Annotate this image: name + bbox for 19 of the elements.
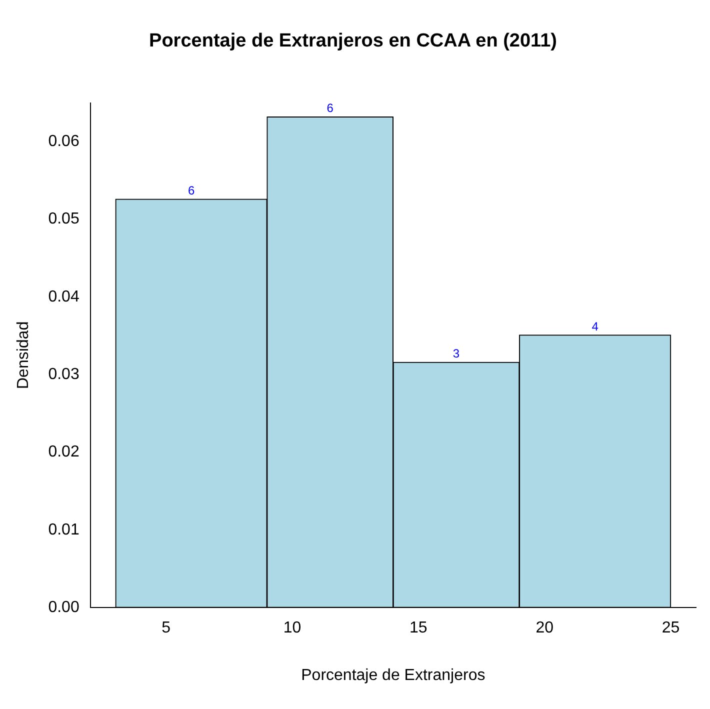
x-tick-label: 10 [283, 620, 302, 637]
y-tick-label: 0.04 [48, 288, 80, 306]
y-tick-label: 0.00 [48, 599, 80, 616]
annotation: 4 [592, 319, 599, 334]
y-tick-label: 0.02 [48, 444, 80, 461]
x-tick-label: 5 [162, 620, 171, 637]
annotation: 3 [452, 346, 460, 360]
annotation: 6 [188, 183, 195, 198]
y-tick-label: 0.05 [48, 210, 80, 228]
y-tick-label: 0.03 [48, 366, 80, 384]
y-tick-label: 0.06 [48, 133, 80, 150]
y-tick-label: 0.01 [48, 521, 80, 538]
x-tick-label: 25 [662, 620, 680, 637]
x-tick-label: 15 [410, 620, 428, 637]
annotation: 6 [326, 101, 334, 116]
chart-title: Porcentaje de Extranjeros en CCAA en (2011) [149, 30, 557, 52]
y-axis-title: Densidad [15, 321, 32, 390]
x-tick-label: 20 [536, 620, 554, 637]
x-axis-title: Porcentaje de Extranjeros [301, 666, 486, 684]
